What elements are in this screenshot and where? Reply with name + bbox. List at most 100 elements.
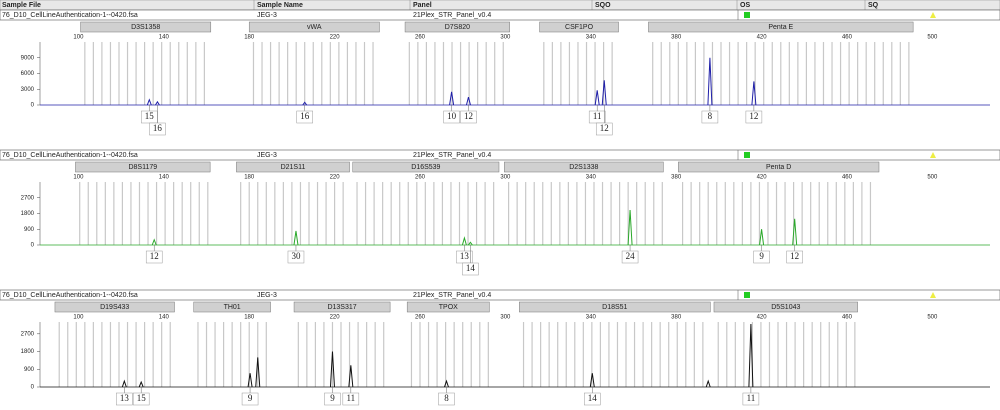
panel-info-row xyxy=(0,9,1000,21)
column-header: SQO xyxy=(595,2,611,9)
allele-label: 8 xyxy=(444,393,449,403)
x-tick-label: 220 xyxy=(330,175,341,181)
y-tick-label: 2700 xyxy=(21,331,35,337)
locus-name: D3S1358 xyxy=(131,24,160,31)
sample-file: 76_D10_CellLineAuthentication-1--0420.fs… xyxy=(2,292,138,299)
allele-label: 13 xyxy=(460,251,470,261)
sample-file: 76_D10_CellLineAuthentication-1--0420.fs… xyxy=(2,152,138,159)
locus-name: D18S51 xyxy=(602,304,627,311)
peak xyxy=(302,101,308,106)
y-tick-label: 900 xyxy=(24,367,35,373)
allele-box xyxy=(438,392,455,406)
locus-name: vWA xyxy=(307,24,322,31)
sample-file: 76_D10_CellLineAuthentication-1--0420.fs… xyxy=(2,12,138,19)
allele-box xyxy=(595,122,613,136)
peak xyxy=(748,323,754,388)
locus-bar xyxy=(193,301,271,313)
allele-label: 12 xyxy=(464,111,473,121)
peak xyxy=(467,241,473,246)
allele-box xyxy=(342,392,360,406)
locus-name: D19S433 xyxy=(100,304,129,311)
allele-box xyxy=(132,392,150,406)
peak xyxy=(146,98,152,106)
y-tick-label: 900 xyxy=(24,227,35,233)
peak xyxy=(707,57,713,106)
x-tick-label: 380 xyxy=(671,175,682,181)
x-tick-label: 100 xyxy=(73,175,84,181)
x-tick-label: 180 xyxy=(244,315,255,321)
allele-label: 12 xyxy=(600,123,609,133)
locus-bar xyxy=(713,301,858,313)
column-header: SQ xyxy=(868,2,879,9)
panel-name: 21Plex_STR_Panel_v0.4 xyxy=(413,12,491,19)
x-tick-label: 340 xyxy=(586,175,597,181)
y-tick-label: 0 xyxy=(31,385,35,391)
allele-label: 12 xyxy=(749,111,758,121)
allele-box xyxy=(145,250,163,264)
allele-label: 11 xyxy=(747,393,756,403)
locus-bar xyxy=(519,301,711,313)
allele-box xyxy=(287,250,305,264)
x-tick-label: 340 xyxy=(586,315,597,321)
peak xyxy=(329,351,335,388)
peak xyxy=(293,230,299,246)
peak xyxy=(589,373,595,388)
allele-box xyxy=(324,392,341,406)
locus-bar xyxy=(678,161,880,173)
x-tick-label: 460 xyxy=(842,175,853,181)
allele-box xyxy=(701,110,719,124)
locus-bar xyxy=(80,21,212,33)
x-tick-label: 220 xyxy=(330,315,341,321)
locus-name: D21S11 xyxy=(281,164,306,171)
locus-bar xyxy=(539,21,619,33)
sample-name: JEG-3 xyxy=(257,292,277,299)
x-tick-label: 300 xyxy=(500,35,511,41)
x-tick-label: 420 xyxy=(757,175,768,181)
y-tick-label: 1800 xyxy=(21,211,35,217)
peak xyxy=(759,229,765,246)
allele-box xyxy=(241,392,259,406)
allele-label: 10 xyxy=(447,111,457,121)
locus-bar xyxy=(75,161,211,173)
allele-label: 15 xyxy=(137,393,147,403)
peak xyxy=(154,100,160,106)
quality-warning-icon xyxy=(930,152,936,158)
locus-name: D8S1179 xyxy=(128,164,157,171)
peak xyxy=(465,97,471,106)
peak xyxy=(151,238,157,246)
panel-info-row xyxy=(0,149,1000,161)
allele-box xyxy=(621,250,639,264)
allele-label: 8 xyxy=(708,111,713,121)
column-header: Panel xyxy=(413,2,432,9)
allele-label: 13 xyxy=(120,393,130,403)
x-tick-label: 260 xyxy=(415,35,426,41)
locus-bar xyxy=(406,301,490,313)
locus-name: D13S317 xyxy=(327,304,356,311)
peak xyxy=(751,81,757,106)
locus-name: TPOX xyxy=(439,304,458,311)
x-tick-label: 100 xyxy=(73,315,84,321)
x-tick-label: 300 xyxy=(500,175,511,181)
locus-name: CSF1PO xyxy=(565,24,594,31)
x-tick-label: 420 xyxy=(757,35,768,41)
quality-warning-icon xyxy=(930,12,936,18)
locus-bar xyxy=(293,301,391,313)
allele-label: 12 xyxy=(790,251,799,261)
peak xyxy=(138,380,144,388)
allele-box xyxy=(753,250,770,264)
y-tick-label: 9000 xyxy=(21,55,35,61)
y-tick-label: 1800 xyxy=(21,349,35,355)
locus-bar xyxy=(648,21,914,33)
quality-ok-icon xyxy=(744,152,750,158)
allele-label: 16 xyxy=(153,123,163,133)
allele-box xyxy=(462,262,479,276)
peak xyxy=(461,236,467,246)
allele-box xyxy=(460,110,477,124)
allele-box xyxy=(786,250,803,264)
quality-ok-icon xyxy=(744,12,750,18)
allele-box xyxy=(742,392,760,406)
allele-label: 16 xyxy=(300,111,310,121)
x-tick-label: 180 xyxy=(244,175,255,181)
x-tick-label: 420 xyxy=(757,315,768,321)
